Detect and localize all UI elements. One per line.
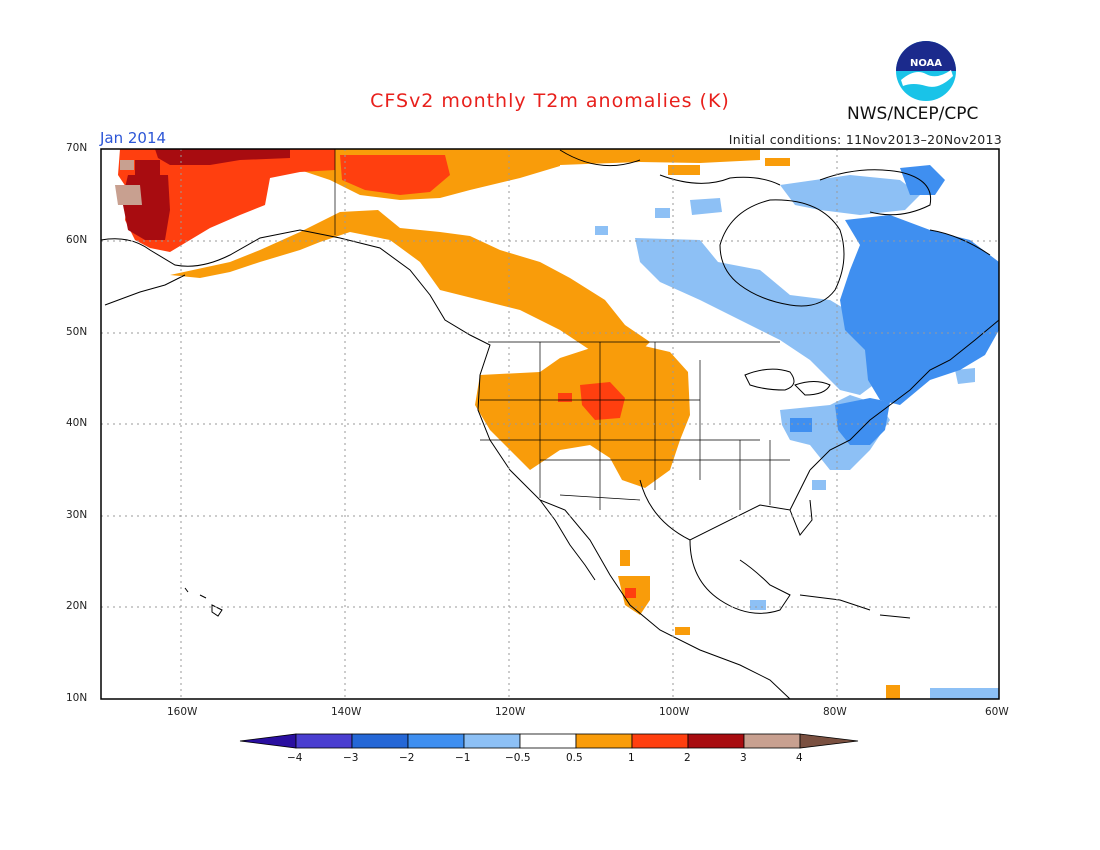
- colorbar-max-arrow: [799, 733, 859, 749]
- warm-anomaly-northwest: [170, 210, 650, 352]
- colorbar-label: 2: [684, 752, 691, 764]
- initial-conditions: Initial conditions: 11Nov2013–20Nov2013: [728, 132, 1002, 147]
- colorbar-label: 3: [740, 752, 747, 764]
- agency-label: NWS/NCEP/CPC: [847, 104, 979, 124]
- cold-anomaly-nw-2: [690, 198, 722, 215]
- colorbar-label: −3: [343, 752, 359, 764]
- warm-anomaly-mexico-3: [625, 588, 636, 598]
- lon-tick: 80W: [823, 706, 847, 718]
- lon-tick: 60W: [985, 706, 1009, 718]
- warm-anomaly-yukon: [340, 155, 450, 195]
- cold-anomaly-nw-1: [655, 208, 670, 218]
- cold-anomaly-northeast-us: [835, 398, 890, 445]
- lat-tick: 60N: [66, 234, 88, 246]
- lon-tick: 140W: [331, 706, 362, 718]
- lat-tick: 50N: [66, 326, 88, 338]
- lat-tick: 10N: [66, 692, 88, 704]
- warm-anomaly-hudson-n: [765, 158, 790, 166]
- lat-tick: 30N: [66, 509, 88, 521]
- lon-tick: 160W: [167, 706, 198, 718]
- cold-anomaly-east-mid: [790, 418, 812, 432]
- warm-anomaly-western-us: [475, 345, 690, 488]
- warm-anomaly-caribbean: [886, 685, 900, 699]
- colorbar-label: −4: [287, 752, 303, 764]
- cold-anomaly-central-canada: [635, 238, 880, 395]
- cold-anomaly-baffin: [900, 165, 945, 195]
- warm-anomaly-nevada-spot: [558, 393, 572, 402]
- warm-anomaly-alaska-extreme2: [120, 160, 134, 170]
- warm-anomaly-alaska-extreme: [115, 185, 142, 205]
- colorbar-min-arrow: [239, 733, 297, 749]
- warm-anomaly-mexico-1: [620, 550, 630, 566]
- coastlines: [101, 149, 999, 699]
- warm-anomaly-arctic-east: [545, 149, 760, 165]
- cold-anomaly-quebec: [840, 215, 999, 405]
- warm-anomaly-utah-strong: [580, 382, 625, 420]
- cold-anomaly-nw-3: [595, 226, 608, 235]
- map-title: CFSv2 monthly T2m anomalies (K): [370, 90, 730, 112]
- warm-anomaly-alaska-hot3: [135, 160, 160, 175]
- anomaly-fields: [115, 149, 999, 699]
- colorbar-label: −2: [399, 752, 415, 764]
- political-borders: [334, 149, 790, 510]
- warm-anomaly-alaska-strong: [118, 149, 335, 252]
- lon-tick: 120W: [495, 706, 526, 718]
- colorbar-label: 1: [628, 752, 635, 764]
- map-frame: [100, 148, 1000, 700]
- warm-anomaly-alaska-hot1: [155, 149, 290, 165]
- cold-anomaly-labrador-s: [955, 368, 975, 384]
- lon-tick: 100W: [659, 706, 690, 718]
- cold-anomaly-arctic-islands: [780, 175, 920, 215]
- colorbar: [239, 733, 859, 749]
- gridlines: [101, 149, 999, 699]
- cold-anomaly-se-spot: [812, 480, 826, 490]
- warm-anomaly-mexico-4: [675, 627, 690, 635]
- noaa-logo-text: NOAA: [910, 58, 942, 69]
- lat-tick: 20N: [66, 600, 88, 612]
- cold-anomaly-caribbean: [930, 688, 999, 699]
- colorbar-label: 0.5: [566, 752, 583, 764]
- lat-tick: 70N: [66, 142, 88, 154]
- warm-anomaly-alaska-hot2: [122, 175, 170, 240]
- warm-anomaly-beaufort: [668, 165, 700, 175]
- colorbar-label: 4: [796, 752, 803, 764]
- forecast-period: Jan 2014: [100, 129, 167, 147]
- colorbar-label: −0.5: [505, 752, 531, 764]
- noaa-logo-icon: NOAA: [896, 41, 956, 101]
- lat-tick: 40N: [66, 417, 88, 429]
- cold-anomaly-cuba: [750, 600, 766, 610]
- colorbar-label: −1: [455, 752, 471, 764]
